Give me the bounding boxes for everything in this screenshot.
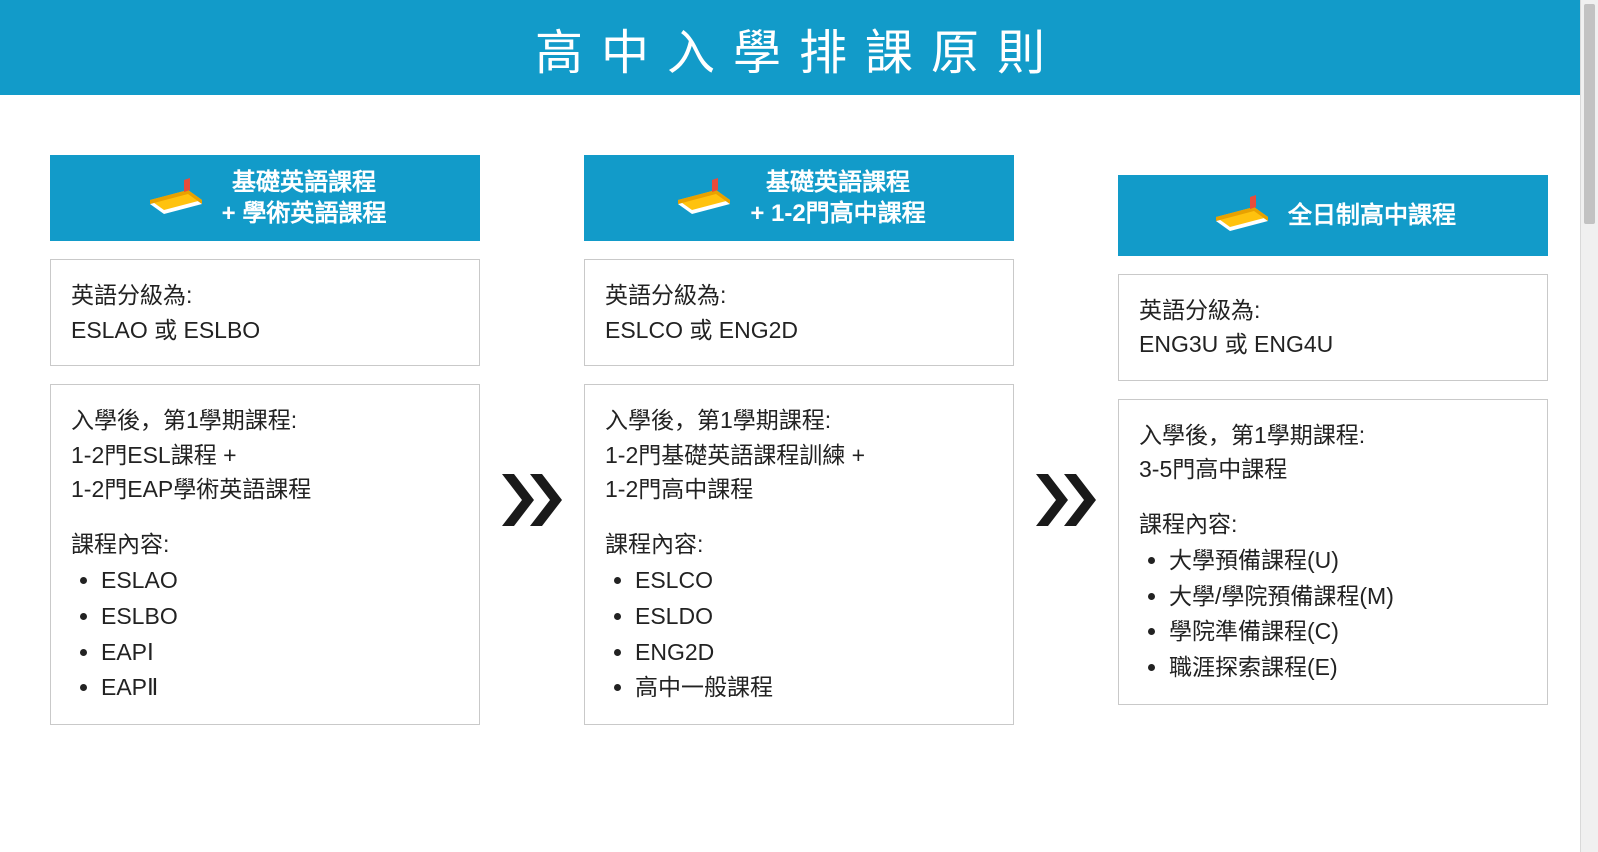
level-label: 英語分級為: xyxy=(1139,293,1527,328)
semester-lines: 1-2門基礎英語課程訓練 + 1-2門高中課程 xyxy=(605,438,993,507)
content-label: 課程內容: xyxy=(71,527,459,562)
columns-container: 基礎英語課程 + 學術英語課程 英語分級為: ESLAO 或 ESLBO 入學後… xyxy=(0,95,1598,725)
page-title: 高中入學排課原則 xyxy=(535,13,1063,83)
list-item: EAPⅠ xyxy=(101,635,459,671)
column-2-level-box: 英語分級為: ESLCO 或 ENG2D xyxy=(584,259,1014,366)
level-label: 英語分級為: xyxy=(71,278,459,313)
semester-lines: 1-2門ESL課程 + 1-2門EAP學術英語課程 xyxy=(71,438,459,507)
list-item: 職涯探索課程(E) xyxy=(1169,650,1527,686)
list-item: ESLAO xyxy=(101,563,459,599)
column-3-level-box: 英語分級為: ENG3U 或 ENG4U xyxy=(1118,274,1548,381)
arrow-icon xyxy=(1031,472,1101,528)
content-label: 課程內容: xyxy=(1139,507,1527,542)
column-1-item-list: ESLAO ESLBO EAPⅠ EAPⅡ xyxy=(71,563,459,706)
list-item: 高中一般課程 xyxy=(635,670,993,706)
level-value: ENG3U 或 ENG4U xyxy=(1139,327,1527,362)
semester-lines: 3-5門高中課程 xyxy=(1139,452,1527,487)
column-1-detail-box: 入學後，第1學期課程: 1-2門ESL課程 + 1-2門EAP學術英語課程 課程… xyxy=(50,384,480,725)
level-value: ESLCO 或 ENG2D xyxy=(605,313,993,348)
column-1-header: 基礎英語課程 + 學術英語課程 xyxy=(50,155,480,241)
list-item: ESLBO xyxy=(101,599,459,635)
list-item: 學院準備課程(C) xyxy=(1169,614,1527,650)
column-1-header-text: 基礎英語課程 + 學術英語課程 xyxy=(222,167,387,229)
column-1-level-box: 英語分級為: ESLAO 或 ESLBO xyxy=(50,259,480,366)
content-label: 課程內容: xyxy=(605,527,993,562)
list-item: ESLCO xyxy=(635,563,993,599)
book-icon xyxy=(144,170,208,226)
semester-label: 入學後，第1學期課程: xyxy=(71,403,459,438)
column-2-detail-box: 入學後，第1學期課程: 1-2門基礎英語課程訓練 + 1-2門高中課程 課程內容… xyxy=(584,384,1014,725)
list-item: ENG2D xyxy=(635,635,993,671)
column-2-header-text: 基礎英語課程 + 1-2門高中課程 xyxy=(750,167,925,229)
column-3-header: 全日制高中課程 xyxy=(1118,175,1548,255)
arrow-icon xyxy=(497,472,567,528)
column-3: 全日制高中課程 英語分級為: ENG3U 或 ENG4U 入學後，第1學期課程:… xyxy=(1118,175,1548,704)
level-value: ESLAO 或 ESLBO xyxy=(71,313,459,348)
column-1: 基礎英語課程 + 學術英語課程 英語分級為: ESLAO 或 ESLBO 入學後… xyxy=(50,155,480,725)
book-icon xyxy=(1210,187,1274,243)
column-2: 基礎英語課程 + 1-2門高中課程 英語分級為: ESLCO 或 ENG2D 入… xyxy=(584,155,1014,725)
semester-label: 入學後，第1學期課程: xyxy=(1139,418,1527,453)
semester-label: 入學後，第1學期課程: xyxy=(605,403,993,438)
book-icon xyxy=(672,170,736,226)
page-title-bar: 高中入學排課原則 xyxy=(0,0,1598,95)
column-2-item-list: ESLCO ESLDO ENG2D 高中一般課程 xyxy=(605,563,993,706)
level-label: 英語分級為: xyxy=(605,278,993,313)
list-item: ESLDO xyxy=(635,599,993,635)
vertical-scrollbar[interactable] xyxy=(1580,0,1598,852)
column-3-detail-box: 入學後，第1學期課程: 3-5門高中課程 課程內容: 大學預備課程(U) 大學/… xyxy=(1118,399,1548,705)
column-3-item-list: 大學預備課程(U) 大學/學院預備課程(M) 學院準備課程(C) 職涯探索課程(… xyxy=(1139,543,1527,686)
column-2-header: 基礎英語課程 + 1-2門高中課程 xyxy=(584,155,1014,241)
column-3-header-text: 全日制高中課程 xyxy=(1288,200,1456,231)
list-item: 大學/學院預備課程(M) xyxy=(1169,579,1527,615)
list-item: EAPⅡ xyxy=(101,670,459,706)
list-item: 大學預備課程(U) xyxy=(1169,543,1527,579)
